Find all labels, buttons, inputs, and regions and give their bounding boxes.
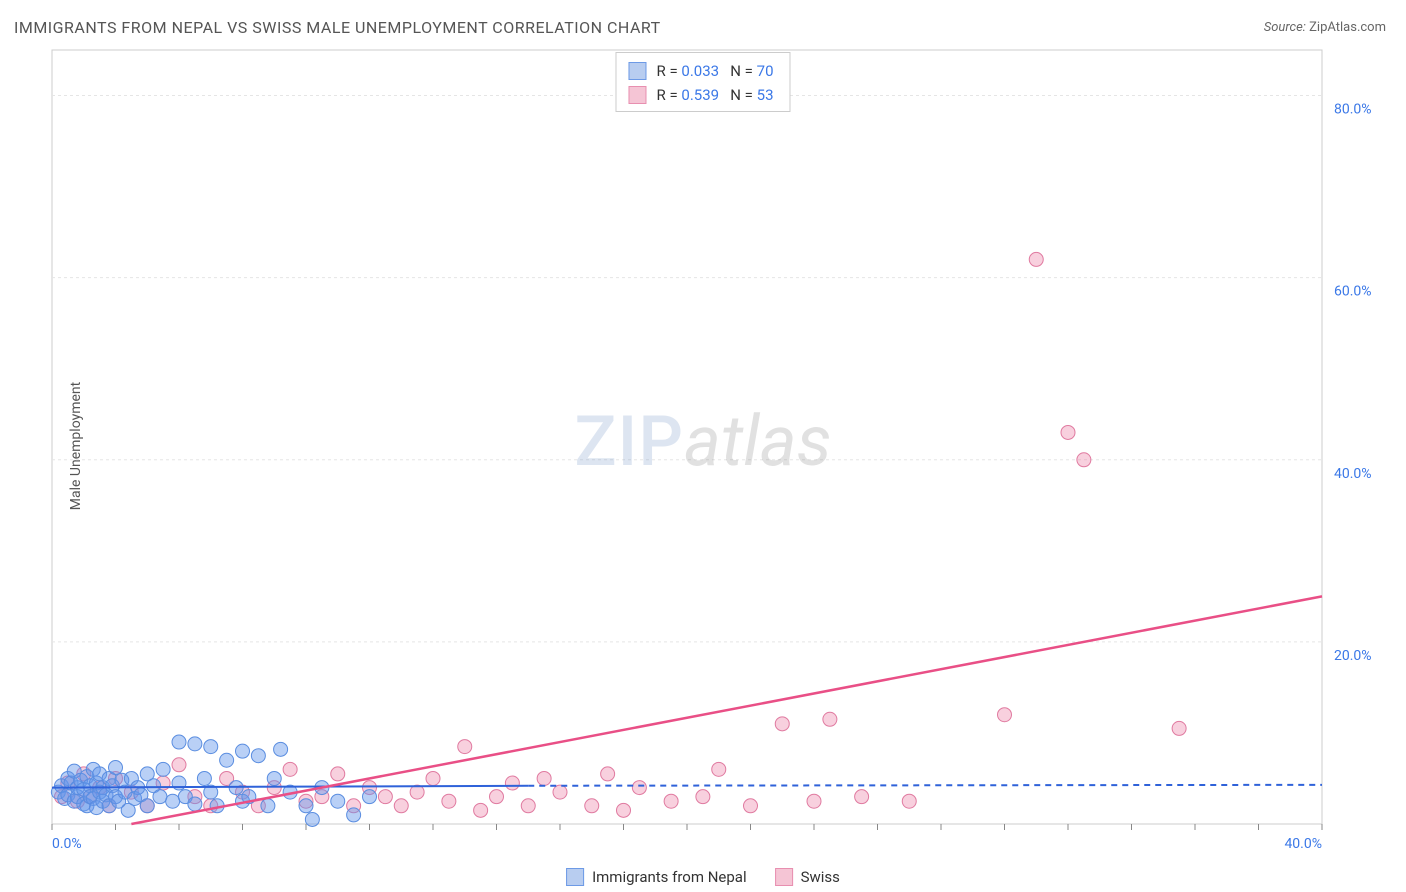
legend-swatch-nepal <box>566 868 584 886</box>
trendline-swiss <box>131 596 1322 824</box>
series-nepal <box>51 735 376 826</box>
scatter-chart-svg: 20.0% 40.0% 60.0% 80.0% 0.0% 40.0% <box>48 46 1392 860</box>
stats-text-swiss: R = 0.539 N = 53 <box>656 83 773 107</box>
stats-row-nepal: R = 0.033 N = 70 <box>628 59 773 83</box>
legend-label-swiss: Swiss <box>801 868 840 886</box>
y-tick-label: 40.0% <box>1334 466 1372 482</box>
trendline-nepal-dash <box>528 785 1322 786</box>
bottom-legend: Immigrants from Nepal Swiss <box>566 868 840 886</box>
source-label: Source: <box>1264 20 1306 35</box>
stats-legend-box: R = 0.033 N = 70R = 0.539 N = 53 <box>615 52 790 112</box>
y-tick-label: 80.0% <box>1334 102 1372 118</box>
y-tick-label: 20.0% <box>1334 648 1372 664</box>
legend-swatch-swiss <box>775 868 793 886</box>
legend-label-nepal: Immigrants from Nepal <box>592 868 747 886</box>
series-swiss <box>55 252 1187 817</box>
source-value: ZipAtlas.com <box>1309 20 1386 35</box>
x-tick-label: 40.0% <box>1284 836 1322 852</box>
x-tick-label: 0.0% <box>52 836 82 852</box>
stats-row-swiss: R = 0.539 N = 53 <box>628 83 773 107</box>
legend-item-swiss: Swiss <box>775 868 840 886</box>
swatch-swiss <box>628 86 646 104</box>
chart-area: 20.0% 40.0% 60.0% 80.0% 0.0% 40.0% <box>48 46 1392 860</box>
y-tick-label: 60.0% <box>1334 284 1372 300</box>
chart-title: IMMIGRANTS FROM NEPAL VS SWISS MALE UNEM… <box>14 18 661 37</box>
stats-text-nepal: R = 0.033 N = 70 <box>656 59 773 83</box>
swatch-nepal <box>628 62 646 80</box>
source-attribution: Source: ZipAtlas.com <box>1264 20 1386 35</box>
legend-item-nepal: Immigrants from Nepal <box>566 868 747 886</box>
